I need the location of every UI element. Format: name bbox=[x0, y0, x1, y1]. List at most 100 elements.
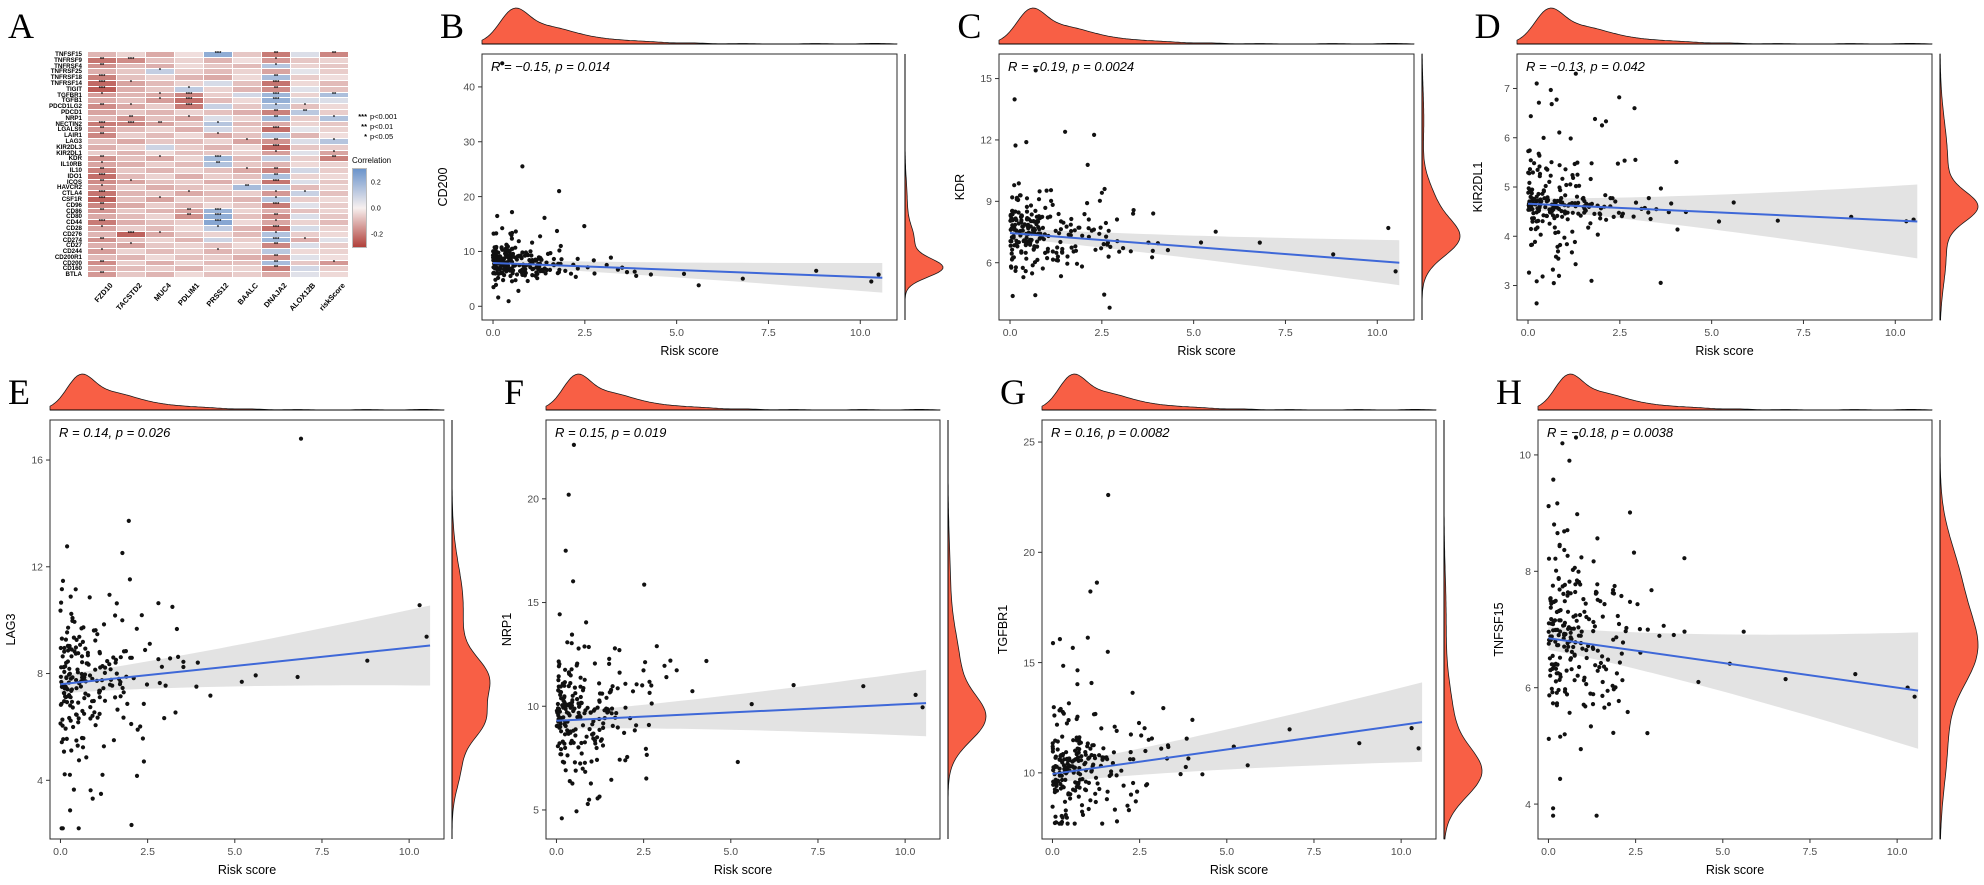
heatmap-cell: *** bbox=[262, 202, 290, 208]
correlation-annotation: R = −0.19, p = 0.0024 bbox=[1008, 59, 1134, 74]
heatmap-cell bbox=[88, 138, 116, 144]
heatmap-cell: ** bbox=[262, 114, 290, 121]
heatmap-cell bbox=[320, 144, 348, 150]
heatmap-cell bbox=[146, 225, 174, 231]
significance-stars: ** bbox=[99, 271, 105, 278]
y-axis-title: CD200 bbox=[436, 168, 450, 207]
svg-text:10.0: 10.0 bbox=[1887, 846, 1908, 858]
significance-stars: * bbox=[274, 190, 278, 197]
heatmap-row-label: TNFRSF9 bbox=[54, 56, 82, 64]
significance-stars: * bbox=[100, 161, 104, 168]
significance-stars: ** bbox=[273, 259, 279, 266]
heatmap-cell bbox=[175, 225, 203, 231]
heatmap-cell bbox=[146, 150, 174, 156]
heatmap-cell bbox=[117, 254, 145, 260]
heatmap-row-label: TNFRSF14 bbox=[50, 79, 82, 87]
heatmap-cell bbox=[146, 272, 174, 278]
heatmap-cell: * bbox=[262, 63, 290, 69]
heatmap-cell: ** bbox=[262, 75, 290, 80]
heatmap-cell bbox=[320, 191, 348, 196]
significance-stars: ** bbox=[99, 201, 105, 208]
heatmap-cell: * bbox=[262, 150, 290, 156]
significance-stars: ** bbox=[273, 114, 279, 121]
heatmap-cell: *** bbox=[262, 237, 290, 243]
heatmap-cell: ** bbox=[88, 156, 116, 162]
top-density-plot bbox=[545, 373, 941, 411]
scatter-panel-tnfsf15: H 0.0 2.5 5.0 7.5 10.0 4 6 8 10 Risk score TNFSF15 R… bbox=[1488, 366, 1984, 885]
heatmap-cell bbox=[233, 162, 261, 167]
heatmap-cell bbox=[262, 208, 290, 214]
significance-stars: ** bbox=[186, 213, 192, 220]
heatmap-row-label: CSF1R bbox=[61, 195, 82, 203]
heatmap-cell bbox=[117, 63, 145, 69]
significance-stars: ** bbox=[215, 161, 221, 168]
heatmap-cell bbox=[320, 162, 348, 167]
heatmap-cell: * bbox=[146, 155, 174, 162]
significance-stars: * bbox=[158, 97, 162, 104]
heatmap-cell bbox=[320, 127, 348, 133]
significance-stars: *** bbox=[272, 126, 280, 133]
significance-stars: * bbox=[332, 149, 336, 156]
significance-stars: *** bbox=[272, 224, 280, 231]
heatmap-cell bbox=[175, 254, 203, 260]
significance-stars: *** bbox=[272, 97, 280, 104]
significance-stars: * bbox=[303, 190, 307, 197]
heatmap-row-label: ICOS bbox=[66, 178, 82, 186]
heatmap-cell: * bbox=[175, 115, 203, 121]
heatmap-cell: ** bbox=[88, 271, 116, 278]
heatmap-cell: * bbox=[233, 167, 261, 173]
heatmap-cell bbox=[88, 144, 116, 150]
significance-stars: *** bbox=[214, 51, 222, 57]
heatmap-cell bbox=[117, 98, 145, 104]
heatmap-cell bbox=[291, 98, 319, 104]
scatter-plot: 0.0 2.5 5.0 7.5 10.0 0 10 20 30 40 Risk score CD200… bbox=[436, 53, 898, 358]
heatmap-cell bbox=[291, 260, 319, 266]
heatmap-cell: *** bbox=[88, 75, 116, 80]
heatmap-cell bbox=[117, 109, 145, 115]
heatmap-cell: ** bbox=[262, 109, 290, 115]
heatmap-cell bbox=[204, 109, 232, 115]
significance-stars: *** bbox=[127, 230, 135, 237]
right-density-plot bbox=[1939, 53, 1979, 321]
heatmap-column-label: PDLIM1 bbox=[176, 281, 202, 308]
heatmap-cell: ** bbox=[146, 121, 174, 127]
heatmap-cell: ** bbox=[320, 51, 348, 57]
scatter-plot: 0.0 2.5 5.0 7.5 10.0 6 9 12 15 Risk score KDR R = −… bbox=[953, 53, 1415, 358]
heatmap-cell bbox=[146, 243, 174, 249]
significance-stars: * bbox=[100, 248, 104, 255]
right-density-plot bbox=[451, 420, 491, 839]
heatmap-cell bbox=[204, 167, 232, 173]
heatmap-cell: ** bbox=[88, 57, 116, 63]
heatmap-row-label: CD86 bbox=[66, 207, 82, 215]
heatmap-cell bbox=[117, 127, 145, 133]
heatmap-cell: * bbox=[146, 69, 174, 75]
heatmap-cell bbox=[204, 254, 232, 260]
heatmap-cell: * bbox=[117, 243, 145, 249]
heatmap-row-label: TGFB1 bbox=[61, 97, 82, 105]
significance-symbol: *** bbox=[358, 112, 367, 121]
heatmap-cell bbox=[233, 191, 261, 196]
significance-stars: * bbox=[332, 137, 336, 144]
svg-text:0: 0 bbox=[469, 301, 475, 313]
heatmap-cell: ** bbox=[88, 103, 116, 109]
heatmap-cell bbox=[175, 138, 203, 144]
heatmap-cell: *** bbox=[88, 190, 116, 196]
heatmap-cell: * bbox=[204, 121, 232, 127]
panel-label-c: C bbox=[957, 6, 982, 46]
significance-stars: * bbox=[216, 224, 220, 231]
svg-text:4: 4 bbox=[1504, 231, 1510, 243]
heatmap-row-label: TNFSF15 bbox=[55, 51, 82, 58]
scatter-plot: 0.0 2.5 5.0 7.5 10.0 10 15 20 25 Risk score TGFBR1… bbox=[996, 419, 1437, 877]
heatmap-cell: * bbox=[320, 149, 348, 156]
panel-label-d: D bbox=[1474, 6, 1501, 46]
svg-text:20: 20 bbox=[527, 493, 539, 505]
significance-stars: ** bbox=[273, 85, 279, 92]
heatmap-cell: * bbox=[175, 86, 203, 92]
heatmap-cell bbox=[204, 86, 232, 92]
significance-stars: * bbox=[158, 155, 162, 162]
heatmap-column-label: BAALC bbox=[235, 281, 260, 307]
right-density-plot bbox=[1939, 420, 1979, 840]
heatmap-row-label: IDO1 bbox=[67, 172, 82, 180]
significance-stars: * bbox=[216, 132, 220, 139]
heatmap-cell: *** bbox=[204, 208, 232, 214]
